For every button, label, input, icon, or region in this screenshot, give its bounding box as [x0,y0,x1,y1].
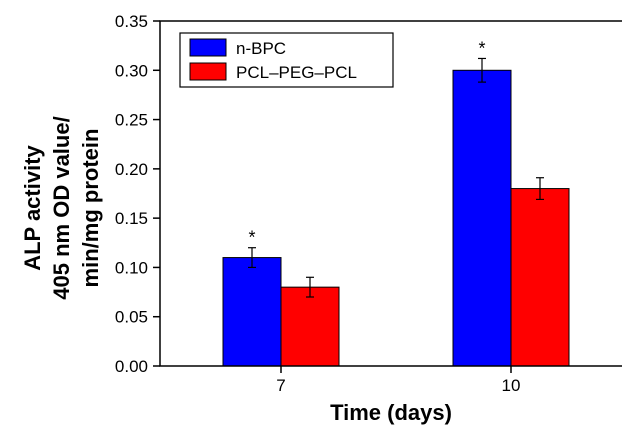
y-tick-label: 0.30 [115,61,148,80]
x-tick-label: 10 [502,376,521,395]
legend-swatch-pcl-peg-pcl [189,62,227,81]
legend-swatch-n-bpc [189,38,227,57]
x-axis-ticks: 7 10 [276,366,520,395]
y-tick-label: 0.15 [115,209,148,228]
significance-marker: * [248,228,255,248]
plot-frame [159,20,622,367]
bars-group: ** [222,38,570,367]
legend-label-n-bpc: n-BPC [236,39,286,58]
y-axis-title-line-1: ALP activity [20,144,45,270]
bar-n-bpc-day-10 [452,69,512,367]
bar-pcl-peg-pcl-day-7 [280,286,340,367]
legend: n-BPC PCL–PEG–PCL [179,32,394,88]
y-axis-ticks: 0.00 0.05 0.10 0.15 0.20 0.25 0.30 0.35 [115,12,160,376]
bar-n-bpc-day-7 [222,257,282,367]
x-axis-title: Time (days) [330,400,452,425]
y-tick-label: 0.25 [115,111,148,130]
bar-pcl-peg-pcl-day-10 [510,188,570,367]
y-tick-label: 0.35 [115,12,148,31]
legend-label-pcl-peg-pcl: PCL–PEG–PCL [236,63,357,82]
y-tick-label: 0.20 [115,160,148,179]
significance-marker: * [478,38,485,58]
y-tick-label: 0.05 [115,308,148,327]
y-axis-title-line-3: min/mg protein [78,129,103,288]
y-axis-title: ALP activity 405 nm OD value/ min/mg pro… [20,116,103,299]
y-axis-title-line-2: 405 nm OD value/ [49,116,74,299]
y-tick-label: 0.10 [115,258,148,277]
y-tick-label: 0.00 [115,357,148,376]
x-tick-label: 7 [276,376,285,395]
